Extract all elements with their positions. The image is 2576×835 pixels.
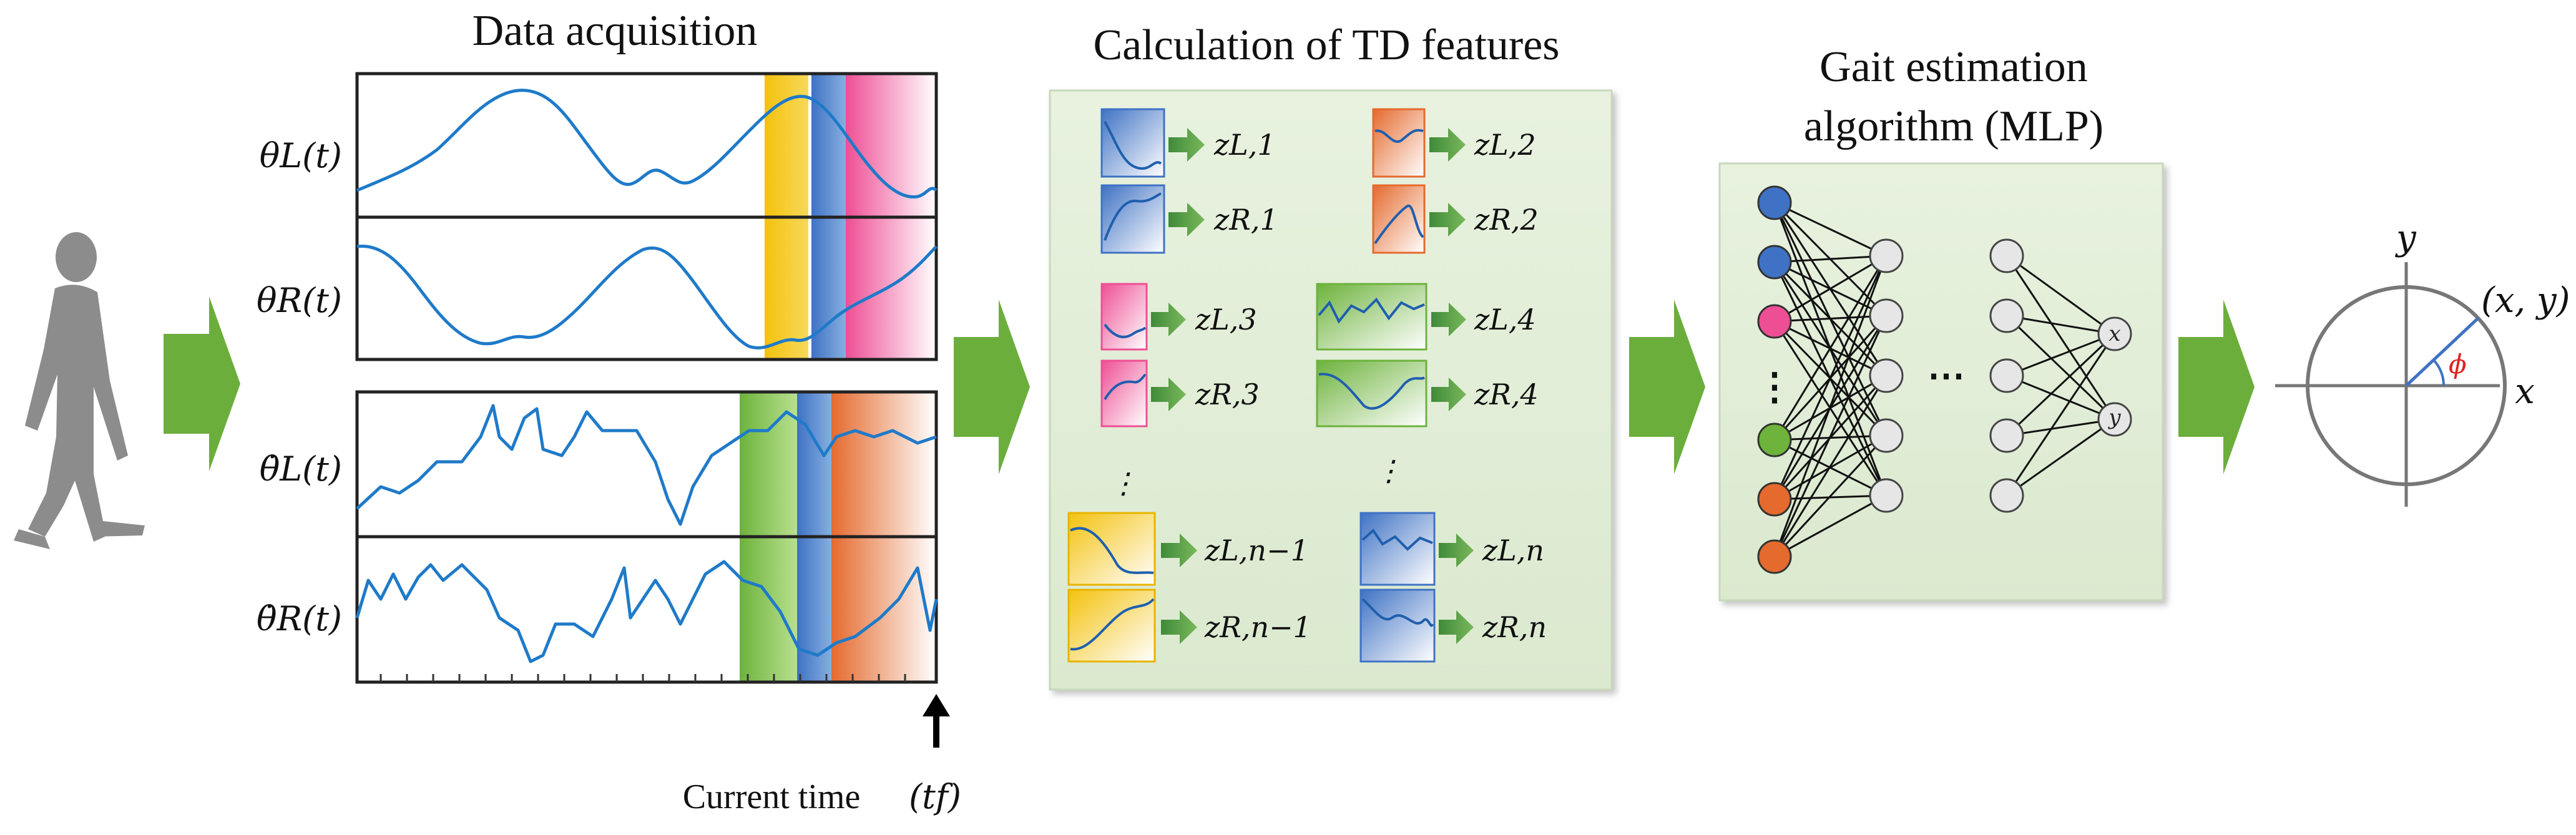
feature-tile-l1 (1100, 108, 1165, 178)
current-time-symbol: (tf) (909, 777, 961, 816)
feature-label-zl2: zL,2 (1474, 128, 1536, 162)
feature-arrows (1151, 128, 1474, 644)
mlp-hidden-ellipsis: ⋯ (1927, 354, 1965, 398)
feature-tile-l4 (1316, 283, 1428, 351)
feature-tile-r4 (1316, 359, 1428, 427)
feature-tile-ln (1359, 512, 1436, 586)
label-theta-r: θR(t) (257, 281, 342, 320)
feature-label-zln: zL,n (1482, 534, 1544, 567)
signal-dtheta-l-trace (356, 404, 937, 526)
feature-tile-rn1 (1067, 588, 1156, 663)
feature-tile-r1 (1100, 184, 1165, 254)
phase-y-axis-label: y (2394, 218, 2417, 258)
mlp-input-ellipsis: ⋮ (1756, 365, 1793, 409)
mlp-input-layer (1757, 185, 1792, 574)
feature-tile-l3 (1100, 283, 1148, 351)
feature-ellipsis-right: ⋮ (1374, 454, 1403, 487)
feature-ellipsis-left: ⋮ (1109, 466, 1138, 500)
feature-label-zrn1: zR,n−1 (1204, 610, 1311, 644)
signal-theta-l-trace (356, 89, 938, 199)
flow-arrow-1 (164, 296, 240, 471)
feature-tile-r3 (1100, 359, 1148, 427)
mlp-output-y: y (2107, 405, 2121, 430)
feature-label-zr3: zR,3 (1195, 378, 1260, 411)
feature-tile-ln1 (1067, 512, 1156, 586)
signal-theta-r-trace (356, 244, 938, 349)
current-time-arrow-icon (923, 694, 950, 748)
current-time-label: Current time (683, 778, 861, 816)
label-dtheta-l: θ̇L(t) (260, 449, 342, 489)
features-title: Calculation of TD features (1093, 21, 1559, 69)
feature-label-zln1: zL,n−1 (1204, 534, 1309, 567)
signal-dtheta-r-trace (355, 560, 938, 663)
mlp-hidden-layer-1 (1869, 238, 1904, 513)
label-theta-l: θL(t) (260, 136, 342, 175)
flow-arrow-2 (954, 300, 1030, 474)
velocity-plot-box (355, 390, 938, 684)
feature-tile-l2 (1372, 108, 1426, 178)
mlp-title-line1: Gait estimation (1819, 43, 2088, 91)
mlp-hidden-layer-2 (1989, 238, 2024, 513)
phase-unit-circle (2275, 262, 2507, 507)
feature-label-zrn: zR,n (1482, 610, 1547, 644)
feature-label-zl1: zL,1 (1213, 128, 1276, 162)
flow-arrow-3 (1629, 300, 1705, 474)
mlp-output-layer (2097, 316, 2132, 437)
phase-angle-label: ϕ (2449, 349, 2467, 379)
acquisition-title: Data acquisition (473, 7, 758, 55)
feature-label-zr1: zR,1 (1213, 203, 1278, 237)
angle-plot-box (355, 72, 938, 361)
walking-person-icon (14, 232, 145, 549)
mlp-title-line2: algorithm (MLP) (1804, 102, 2103, 150)
mlp-output-x: x (2108, 321, 2120, 346)
feature-label-zr2: zR,2 (1474, 203, 1539, 237)
time-axis-ticks (380, 674, 906, 682)
flow-arrow-4 (2178, 300, 2255, 474)
mlp-connections (1773, 202, 2116, 558)
phase-point-label: (x, y) (2481, 280, 2570, 321)
feature-label-zr4: zR,4 (1474, 378, 1539, 411)
feature-tile-rn (1359, 588, 1436, 663)
feature-label-zl3: zL,3 (1195, 303, 1257, 336)
feature-label-zl4: zL,4 (1474, 303, 1536, 336)
label-dtheta-r: θ̇R(t) (257, 599, 342, 638)
feature-tile-r2 (1372, 184, 1426, 254)
phase-x-axis-label: x (2515, 371, 2535, 412)
